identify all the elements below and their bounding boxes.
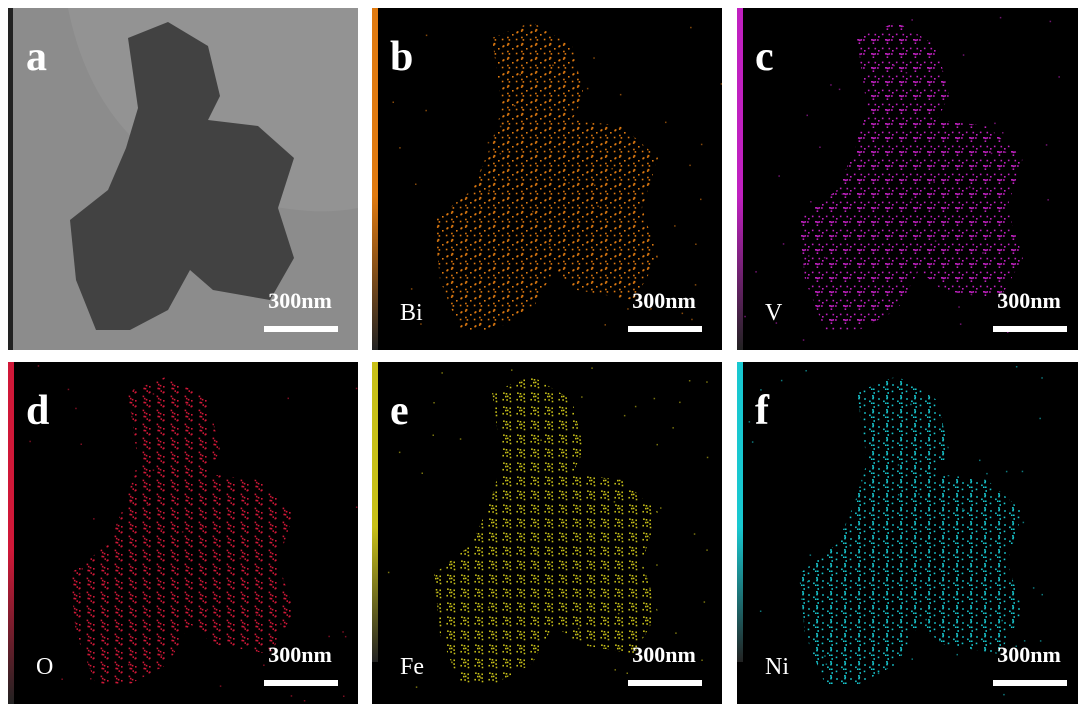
panel: d O 300nm: [8, 362, 358, 704]
panel: c V 300nm: [737, 8, 1078, 350]
scale-bar-label: 300nm: [632, 642, 696, 667]
panel: e Fe 300nm: [372, 362, 722, 704]
scale-bar: [993, 680, 1067, 686]
panel-letter: b: [390, 34, 413, 80]
scale-bar: [264, 680, 338, 686]
color-strip: [8, 8, 13, 350]
panel-letter: d: [26, 388, 49, 434]
element-label: Fe: [400, 654, 424, 680]
scale-bar: [993, 326, 1067, 332]
color-strip: [737, 8, 743, 350]
color-strip: [737, 362, 743, 662]
panel: a 300nm: [8, 8, 358, 350]
panel-letter: e: [390, 388, 409, 434]
color-strip: [8, 362, 14, 704]
panel-letter: c: [755, 34, 774, 80]
element-label: V: [765, 300, 783, 326]
color-strip: [372, 8, 378, 350]
element-label: Bi: [400, 300, 423, 326]
scale-bar-label: 300nm: [632, 288, 696, 313]
panel-letter: a: [26, 34, 47, 80]
scale-bar-label: 300nm: [997, 642, 1061, 667]
color-strip: [372, 362, 378, 662]
scale-bar: [628, 326, 702, 332]
scale-bar: [264, 326, 338, 332]
panel: b Bi 300nm: [372, 8, 722, 350]
scale-bar-label: 300nm: [268, 642, 332, 667]
panel-letter: f: [755, 388, 770, 434]
element-label: O: [36, 654, 53, 680]
element-label: Ni: [765, 654, 789, 680]
panel: f Ni 300nm: [737, 362, 1078, 704]
scale-bar-label: 300nm: [268, 288, 332, 313]
scale-bar-label: 300nm: [997, 288, 1061, 313]
scale-bar: [628, 680, 702, 686]
figure: a 300nm b Bi 300nm c V 300nm d O 300nm e Fe 300nm f Ni 3…: [0, 0, 1078, 704]
